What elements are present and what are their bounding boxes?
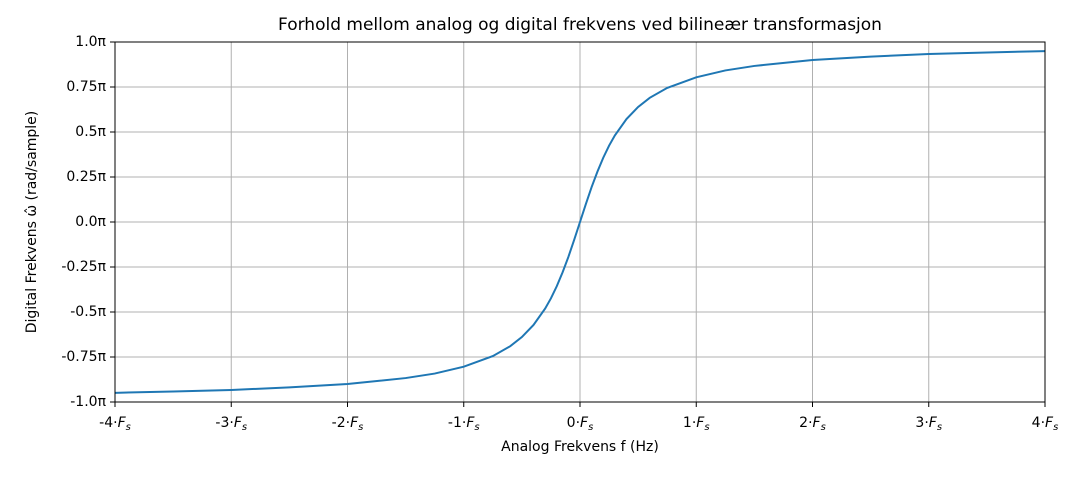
y-tick-label: -0.5π bbox=[70, 304, 106, 320]
y-tick-label: 0.5π bbox=[75, 124, 106, 140]
data-line bbox=[114, 50, 1046, 394]
x-tick-label: -1·Fs bbox=[448, 415, 480, 433]
x-tick-label: 4·Fs bbox=[1032, 415, 1059, 433]
y-axis-label: Digital Frekvens ω̂ (rad/sample) bbox=[24, 111, 40, 334]
x-tick-label: -2·Fs bbox=[332, 415, 364, 433]
x-tick-label: 1·Fs bbox=[683, 415, 710, 433]
x-tick-label: -4·Fs bbox=[99, 415, 131, 433]
y-tick-label: 0.25π bbox=[66, 169, 106, 185]
y-tick-label: 0.0π bbox=[75, 214, 106, 230]
y-tick-label: -1.0π bbox=[70, 394, 106, 410]
x-tick-label: 3·Fs bbox=[915, 415, 942, 433]
y-tick-label: -0.25π bbox=[61, 259, 106, 275]
y-tick-label: -0.75π bbox=[61, 349, 106, 365]
chart-title: Forhold mellom analog og digital frekven… bbox=[278, 15, 882, 35]
y-tick-label: 0.75π bbox=[66, 79, 106, 95]
x-tick-label: -3·Fs bbox=[215, 415, 247, 433]
x-tick-label: 0·Fs bbox=[567, 415, 594, 433]
y-tick-label: 1.0π bbox=[75, 34, 106, 50]
x-tick-label: 2·Fs bbox=[799, 415, 826, 433]
plot-frame bbox=[114, 41, 1046, 403]
x-axis-label: Analog Frekvens f (Hz) bbox=[501, 439, 659, 455]
